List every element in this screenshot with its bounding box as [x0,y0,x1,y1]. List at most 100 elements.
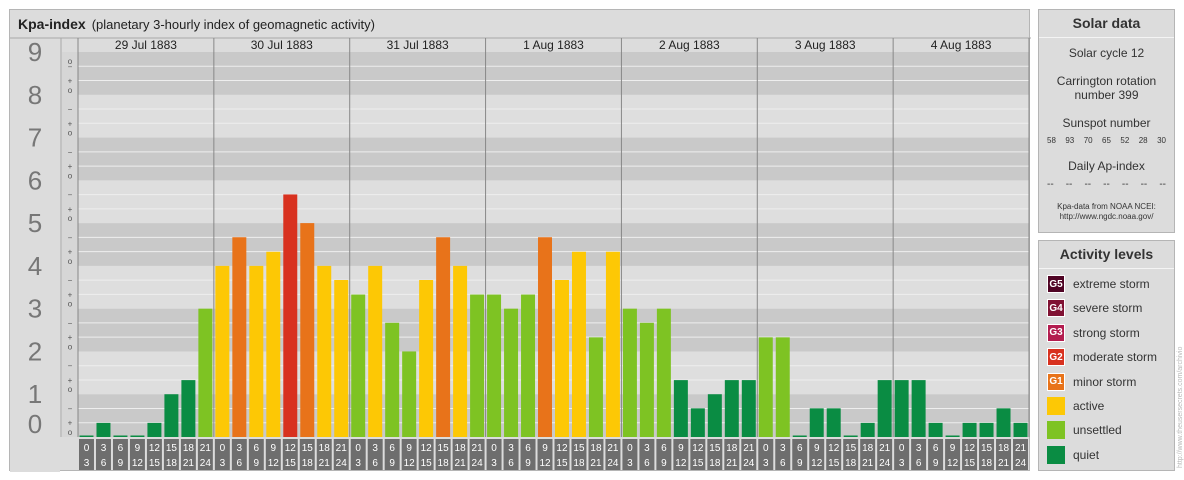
hour-label-end: 21 [998,458,1010,469]
hour-label-start: 21 [607,443,619,454]
hour-label-box [367,439,383,470]
y-tick-label: 7 [28,123,42,153]
ap-value: -- [1159,179,1166,190]
hour-label-end: 15 [556,458,568,469]
hour-label-start: 21 [879,443,891,454]
hour-label-start: 0 [355,443,361,454]
kp-bar [147,422,162,437]
legend-label: extreme storm [1073,277,1150,291]
hour-label-end: 9 [389,458,395,469]
hour-label-box [979,439,995,470]
band-6 [78,137,1029,181]
hour-label-end: 3 [355,458,361,469]
ap-value: -- [1121,179,1129,190]
hour-label-box [79,439,94,470]
legend-item-minor-storm: G1 minor storm [1047,372,1137,391]
hour-label-start: 6 [118,443,124,454]
chart-title-main: Kpa-index [18,16,86,32]
legend-swatch: G3 [1047,323,1065,342]
hour-label-start: 3 [916,443,922,454]
hour-label-box [452,439,468,470]
hour-label-end: 15 [692,458,704,469]
hour-label-box [996,439,1012,470]
day-label: 31 Jul 1883 [387,38,449,52]
hour-label-box [129,439,145,470]
sunspot-title: Sunspot number [1062,116,1151,130]
hour-label-end: 12 [811,458,823,469]
hour-label-start: 15 [166,443,178,454]
minor-tick-label: − [68,362,73,371]
source-link[interactable]: http://www.ngdc.noaa.gov/ [1059,212,1154,221]
hour-label-start: 15 [709,443,721,454]
hour-label-end: 18 [709,458,721,469]
hour-label-end: 24 [472,458,484,469]
legend-swatch [1047,445,1065,464]
kp-bar [385,322,400,437]
hour-label-start: 9 [135,443,141,454]
legend-label: strong storm [1073,325,1140,340]
hour-label-start: 12 [421,443,433,454]
day-label: 4 Aug 1883 [931,38,992,52]
kp-bar [487,294,502,437]
kp-bar [860,422,875,437]
hour-label-box [622,439,638,470]
hour-label-box [605,439,621,470]
hour-label-start: 12 [692,443,704,454]
hour-label-start: 18 [455,443,467,454]
chart-title: Kpa-index (planetary 3-hourly index of ge… [18,16,375,32]
y-tick-label: 5 [28,208,42,238]
hour-label-box [911,439,927,470]
sunspot-value: 93 [1065,136,1075,145]
hour-label-box [520,439,536,470]
hour-label-start: 9 [950,443,956,454]
hour-label-end: 12 [404,458,416,469]
hour-label-box [435,439,451,470]
hour-label-end: 3 [899,458,905,469]
legend-item-strong-storm: G3 strong storm [1047,323,1140,342]
hour-label-start: 6 [389,443,395,454]
kp-bar [198,308,213,437]
minor-tick-label: o [68,86,73,95]
hour-label-end: 24 [336,458,348,469]
hour-label-end: 9 [118,458,124,469]
hour-label-start: 3 [237,443,243,454]
hour-label-box [486,439,502,470]
hour-label-end: 21 [183,458,195,469]
band-4 [78,223,1029,266]
kp-bar [232,237,247,437]
hour-label-end: 9 [661,458,667,469]
kp-bar [894,380,909,437]
kpa-chart-panel: Kpa-index (planetary 3-hourly index of ge… [9,9,1031,472]
legend-item-unsettled: unsettled [1047,421,1122,440]
hour-label-box [333,439,349,470]
kp-bar [351,294,366,437]
source-line-1: Kpa-data from NOAA NCEI: [1057,202,1156,211]
legend-swatch: G2 [1047,348,1065,367]
watermark: http://www.theusersecrets.com/archivio [1177,347,1184,468]
hour-label-box [248,439,264,470]
ap-value: -- [1065,179,1073,190]
hour-label-box [826,439,842,470]
kp-bar [164,394,179,437]
kp-bar [673,380,688,437]
hour-label-end: 6 [372,458,378,469]
y-tick-label: 9 [28,37,42,67]
hour-label-box [299,439,315,470]
hour-label-start: 0 [84,443,90,454]
hour-label-start: 21 [200,443,212,454]
hour-label-start: 6 [661,443,667,454]
kp-bar [877,380,892,437]
hour-label-box [571,439,587,470]
hour-label-end: 24 [879,458,891,469]
hour-label-box [588,439,604,470]
legend-label: minor storm [1073,374,1137,389]
ap-index-values: -- -- -- -- -- -- -- [1039,179,1174,190]
kp-bar [249,265,264,437]
y-tick-label: 4 [28,251,42,281]
hour-label-box [401,439,417,470]
hour-label-box [724,439,740,470]
minor-tick-label: − [68,62,73,71]
minor-tick-label: o [68,171,73,180]
hour-label-box [690,439,706,470]
hour-label-end: 18 [302,458,314,469]
